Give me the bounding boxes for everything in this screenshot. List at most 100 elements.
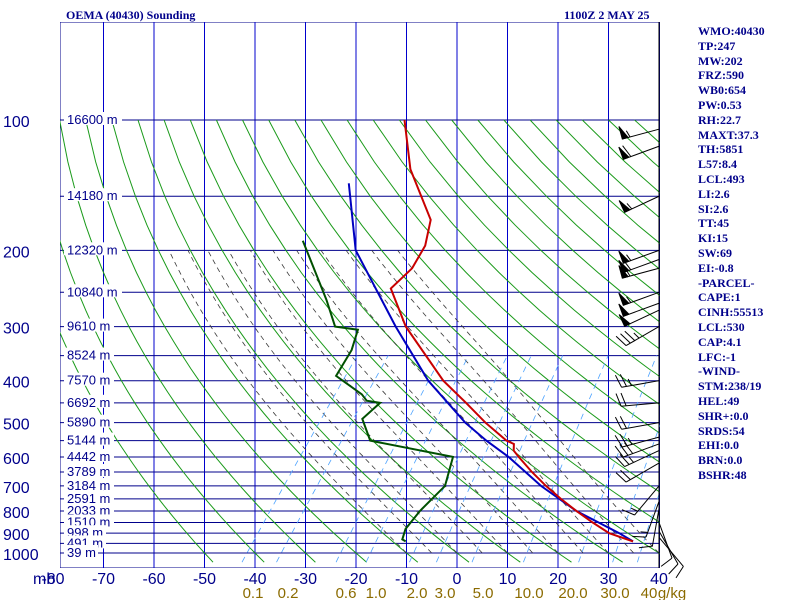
wind-barb-full: [620, 333, 631, 344]
mixing-ratio-line: [365, 355, 469, 563]
height-label-bg: [64, 284, 122, 298]
wind-barb-full: [615, 472, 627, 483]
wind-barb-full: [624, 330, 636, 341]
wind-barb: [614, 374, 660, 388]
wind-barb: [658, 522, 673, 567]
wind-barb-staff: [651, 508, 660, 547]
wind-barb-full: [619, 444, 629, 456]
wind-barb: [621, 485, 660, 516]
wind-barb: [614, 416, 660, 430]
wind-barb-full: [615, 456, 625, 467]
wind-barb-flag: [618, 146, 630, 160]
mixing-ratio-line: [436, 355, 532, 563]
dry-adiabat-line: [189, 119, 572, 563]
mixing-ratio-label: 10.0: [514, 585, 543, 600]
height-label-bg: [64, 448, 114, 462]
wind-barb-full: [638, 545, 653, 549]
mixing-ratio-label: g/kg: [658, 585, 686, 600]
index-item: STM:238/19: [698, 379, 762, 394]
wind-barb-flag: [618, 292, 630, 306]
wind-barb: [618, 145, 660, 160]
dry-adiabat-line: [792, 120, 800, 562]
wind-barb-flag: [618, 314, 631, 327]
wind-barb-full: [622, 145, 632, 157]
wind-barb-staff: [645, 501, 660, 538]
dry-adiabat-line: [60, 239, 265, 563]
height-label-bg: [64, 525, 106, 539]
wind-barb-full: [614, 416, 623, 430]
pressure-tick-label: 100: [3, 114, 30, 131]
wind-barb-full: [624, 442, 634, 454]
index-item: KI:15: [698, 231, 728, 246]
temperature-tick-label: -20: [344, 571, 367, 588]
moist-adiabat-line: [228, 250, 483, 554]
axis-unit-label: mb: [33, 571, 55, 588]
dry-adiabat-line: [268, 119, 660, 524]
index-item: CAP:4.1: [698, 334, 742, 349]
wind-barb: [632, 501, 660, 538]
stability-indices: WMO:40430 TP:247 MW:202 FRZ:590 WB0:654 PW:0.…: [698, 24, 765, 483]
pressure-tick-label: 300: [3, 321, 30, 338]
height-label-bg: [64, 503, 114, 516]
wind-barb-flag: [618, 303, 630, 317]
wind-barb-staff: [625, 326, 660, 347]
wind-barb-full: [614, 374, 623, 388]
height-label-bg: [64, 347, 114, 361]
index-item: SHR+:0.0: [698, 408, 749, 423]
index-item: -PARCEL-: [698, 275, 755, 290]
moist-adiabat-line: [397, 250, 660, 554]
height-label: 3184 m: [67, 478, 110, 493]
wind-barb-full: [622, 264, 631, 277]
index-item: LCL:530: [698, 319, 745, 334]
index-item: SI:2.6: [698, 201, 729, 216]
wind-barb-full: [675, 566, 684, 579]
wind-barb-full: [621, 509, 635, 516]
wind-barb-flag: [618, 250, 630, 264]
height-label-bg: [64, 432, 114, 446]
mixing-ratio-label: 30.0: [600, 585, 629, 600]
station-title: OEMA (40430) Sounding: [66, 8, 196, 22]
pressure-tick-label: 600: [3, 451, 30, 468]
dry-adiabat-line: [242, 119, 660, 555]
index-item: WB0:654: [698, 83, 746, 98]
temperature-trace: [389, 119, 634, 543]
dry-adiabat-line: [85, 119, 367, 563]
dry-adiabat-line: [137, 119, 470, 563]
wind-barb: [618, 195, 660, 213]
wind-barb-half: [630, 507, 639, 512]
height-label-bg: [64, 545, 98, 558]
height-label-bg: [64, 394, 114, 408]
pressure-tick-label: 1000: [3, 547, 39, 564]
wind-barb: [618, 249, 660, 264]
moist-adiabat-line: [296, 250, 559, 554]
mixing-ratio-line: [471, 355, 564, 563]
index-item: EI:-0.8: [698, 260, 734, 275]
height-label-bg: [64, 188, 122, 202]
temperature-tick-label: 30: [600, 571, 618, 588]
wind-barb-full: [614, 445, 624, 458]
wind-barb-staff: [623, 443, 660, 458]
wind-barb: [614, 442, 660, 458]
wind-barb: [618, 291, 660, 306]
wind-barb: [618, 264, 660, 279]
wind-barb-full: [668, 563, 679, 575]
height-label: 7570 m: [67, 373, 110, 388]
wind-barb: [618, 309, 660, 327]
wind-barb-flag: [618, 126, 629, 140]
pressure-tick-label: 900: [3, 527, 30, 544]
height-label-bg: [64, 464, 114, 477]
dry-adiabat-line: [398, 119, 660, 378]
index-item: SW:69: [698, 245, 733, 260]
mixing-ratio-line: [523, 355, 609, 563]
mixing-ratio-label: 2.0: [407, 585, 428, 600]
dry-adiabat-line: [163, 119, 521, 563]
mixing-ratio-label: 0.6: [336, 585, 357, 600]
wind-barb-staff: [621, 380, 660, 388]
wind-barb-staff: [621, 422, 660, 430]
temperature-tick-label: -40: [243, 571, 266, 588]
index-item: MAXT:37.3: [698, 127, 759, 142]
index-item: CAPE:1: [698, 290, 741, 305]
wind-barb-staff: [658, 536, 684, 567]
height-label-bg: [64, 414, 114, 428]
moist-adiabat-line: [272, 250, 534, 554]
